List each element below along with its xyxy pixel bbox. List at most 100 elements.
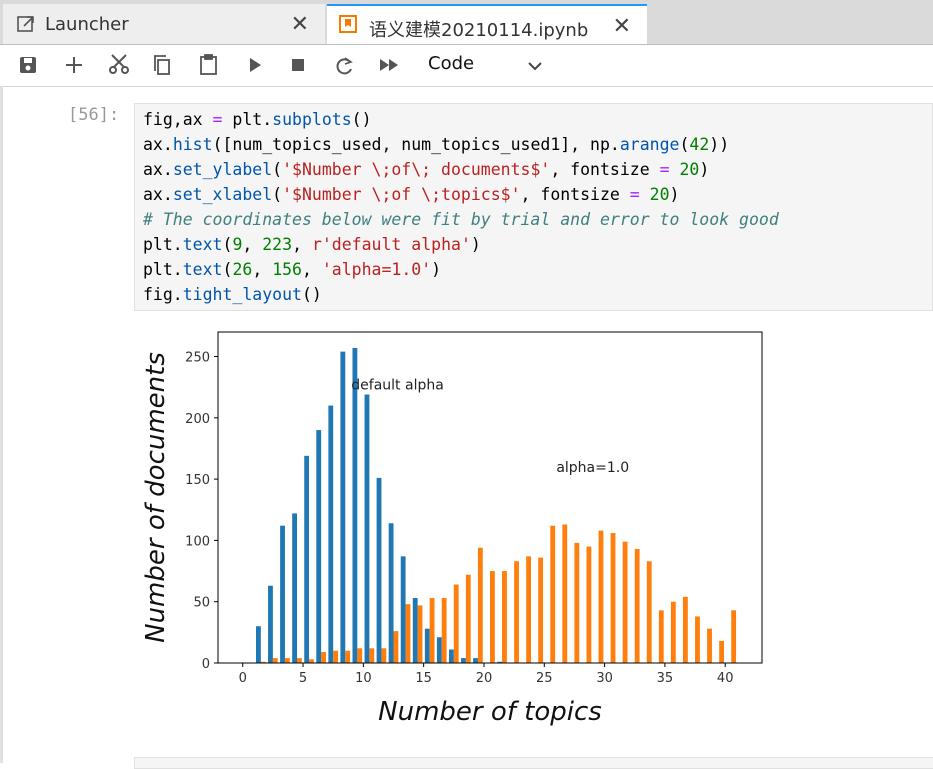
bar	[272, 658, 278, 663]
dropdown-arrow[interactable]	[526, 56, 546, 76]
code-line: # The coordinates below were fit by tria…	[143, 210, 779, 229]
copy-button[interactable]	[154, 55, 170, 75]
insert-button[interactable]	[66, 57, 82, 73]
bar	[357, 648, 363, 663]
run-button[interactable]	[250, 58, 261, 72]
annotation: alpha=1.0	[556, 460, 629, 476]
notebook-icon	[339, 15, 357, 33]
bar	[574, 542, 580, 663]
y-tick-label: 200	[185, 412, 210, 427]
next-cell	[134, 757, 933, 769]
bar	[417, 605, 423, 663]
bar	[255, 626, 261, 663]
x-tick-label: 0	[239, 671, 247, 686]
bar	[412, 598, 418, 663]
code-line: plt.text(9, 223, r'default alpha')	[143, 235, 481, 254]
bar	[345, 650, 351, 663]
bar	[441, 598, 447, 663]
close-button[interactable]: ✕	[290, 12, 309, 37]
panel-edge	[0, 86, 3, 763]
x-tick-label: 20	[476, 671, 493, 686]
bar	[309, 659, 314, 663]
bar	[634, 548, 640, 663]
tab-title: Launcher	[45, 14, 129, 35]
bar	[321, 651, 326, 663]
bar	[400, 556, 406, 663]
bar	[453, 584, 459, 663]
stop-button[interactable]	[292, 59, 304, 71]
plot-frame	[217, 331, 763, 664]
x-axis-label: Number of topics	[378, 697, 602, 727]
code-line: fig.tight_layout()	[143, 285, 322, 304]
bar	[707, 628, 712, 663]
cut-button[interactable]	[109, 54, 129, 74]
bar	[424, 628, 430, 663]
bar	[497, 661, 503, 663]
x-tick-label: 25	[536, 671, 553, 686]
x-tick-label: 30	[596, 671, 613, 686]
y-tick-label: 0	[202, 657, 210, 672]
bar	[646, 561, 652, 663]
bar	[340, 351, 346, 663]
cell-prompt: [56]:	[68, 105, 120, 125]
bar	[682, 596, 688, 663]
bar	[388, 523, 394, 663]
bar	[719, 640, 725, 663]
x-tick-label: 5	[299, 671, 307, 686]
bar	[280, 525, 285, 663]
bar	[284, 658, 290, 663]
bar	[304, 455, 310, 663]
toolbar: Code	[0, 45, 933, 87]
y-tick-label: 250	[185, 351, 210, 366]
bar	[268, 585, 273, 663]
bar	[429, 598, 435, 663]
bar	[292, 513, 298, 663]
chart: 0 5 10 15 20 25 30 35 40 0 50 100 150 200 250 default a…	[141, 331, 763, 727]
cell-type: Code	[428, 53, 475, 74]
code-line: ax.set_ylabel('$Number \;of\; documents$…	[143, 160, 710, 179]
code-line: ax.set_xlabel('$Number \;of \;topics$', …	[143, 185, 680, 204]
code-editor[interactable]: fig,ax = plt.subplots() ax.hist([num_topi…	[134, 103, 933, 311]
bar	[622, 541, 628, 663]
tab-bar: Launcher ✕ 语义建模20210114.ipynb ✕	[0, 0, 933, 45]
bar	[461, 658, 466, 663]
close-button[interactable]: ✕	[612, 14, 631, 39]
restart-button[interactable]	[336, 57, 353, 75]
bar	[586, 546, 592, 663]
annotation: default alpha	[351, 378, 444, 394]
bar	[448, 649, 454, 663]
bar	[436, 637, 442, 663]
y-tick-label: 50	[193, 596, 210, 611]
bar	[731, 610, 737, 663]
bar	[376, 477, 382, 663]
bar	[514, 561, 519, 663]
y-axis-label: Number of documents	[141, 352, 171, 643]
bar	[490, 571, 495, 663]
x-tick-label: 15	[415, 671, 432, 686]
code-line: ax.hist([num_topics_used, num_topics_use…	[143, 135, 730, 154]
tab[interactable]: Launcher ✕	[3, 4, 325, 44]
bar	[670, 601, 676, 663]
y-tick-label: 150	[185, 473, 210, 488]
cell-type-dropdown[interactable]: Code	[428, 53, 474, 74]
bar	[477, 547, 483, 663]
save-button[interactable]	[20, 57, 36, 73]
x-tick-label: 10	[355, 671, 372, 686]
bar	[610, 533, 616, 663]
bar	[538, 557, 544, 663]
tab-title: 语义建模20210114.ipynb	[369, 20, 589, 41]
run-all-button[interactable]	[380, 59, 398, 71]
code-line: plt.text(26, 156, 'alpha=1.0')	[143, 260, 442, 279]
bar	[502, 571, 507, 663]
bar	[550, 525, 556, 663]
bar	[260, 661, 266, 663]
bar	[658, 610, 664, 663]
paste-button[interactable]	[200, 54, 217, 75]
bar	[333, 650, 339, 663]
bar	[393, 631, 399, 663]
bar	[369, 648, 375, 663]
bar	[352, 347, 358, 663]
tab[interactable]: 语义建模20210114.ipynb ✕	[327, 4, 647, 44]
bar	[405, 604, 411, 663]
